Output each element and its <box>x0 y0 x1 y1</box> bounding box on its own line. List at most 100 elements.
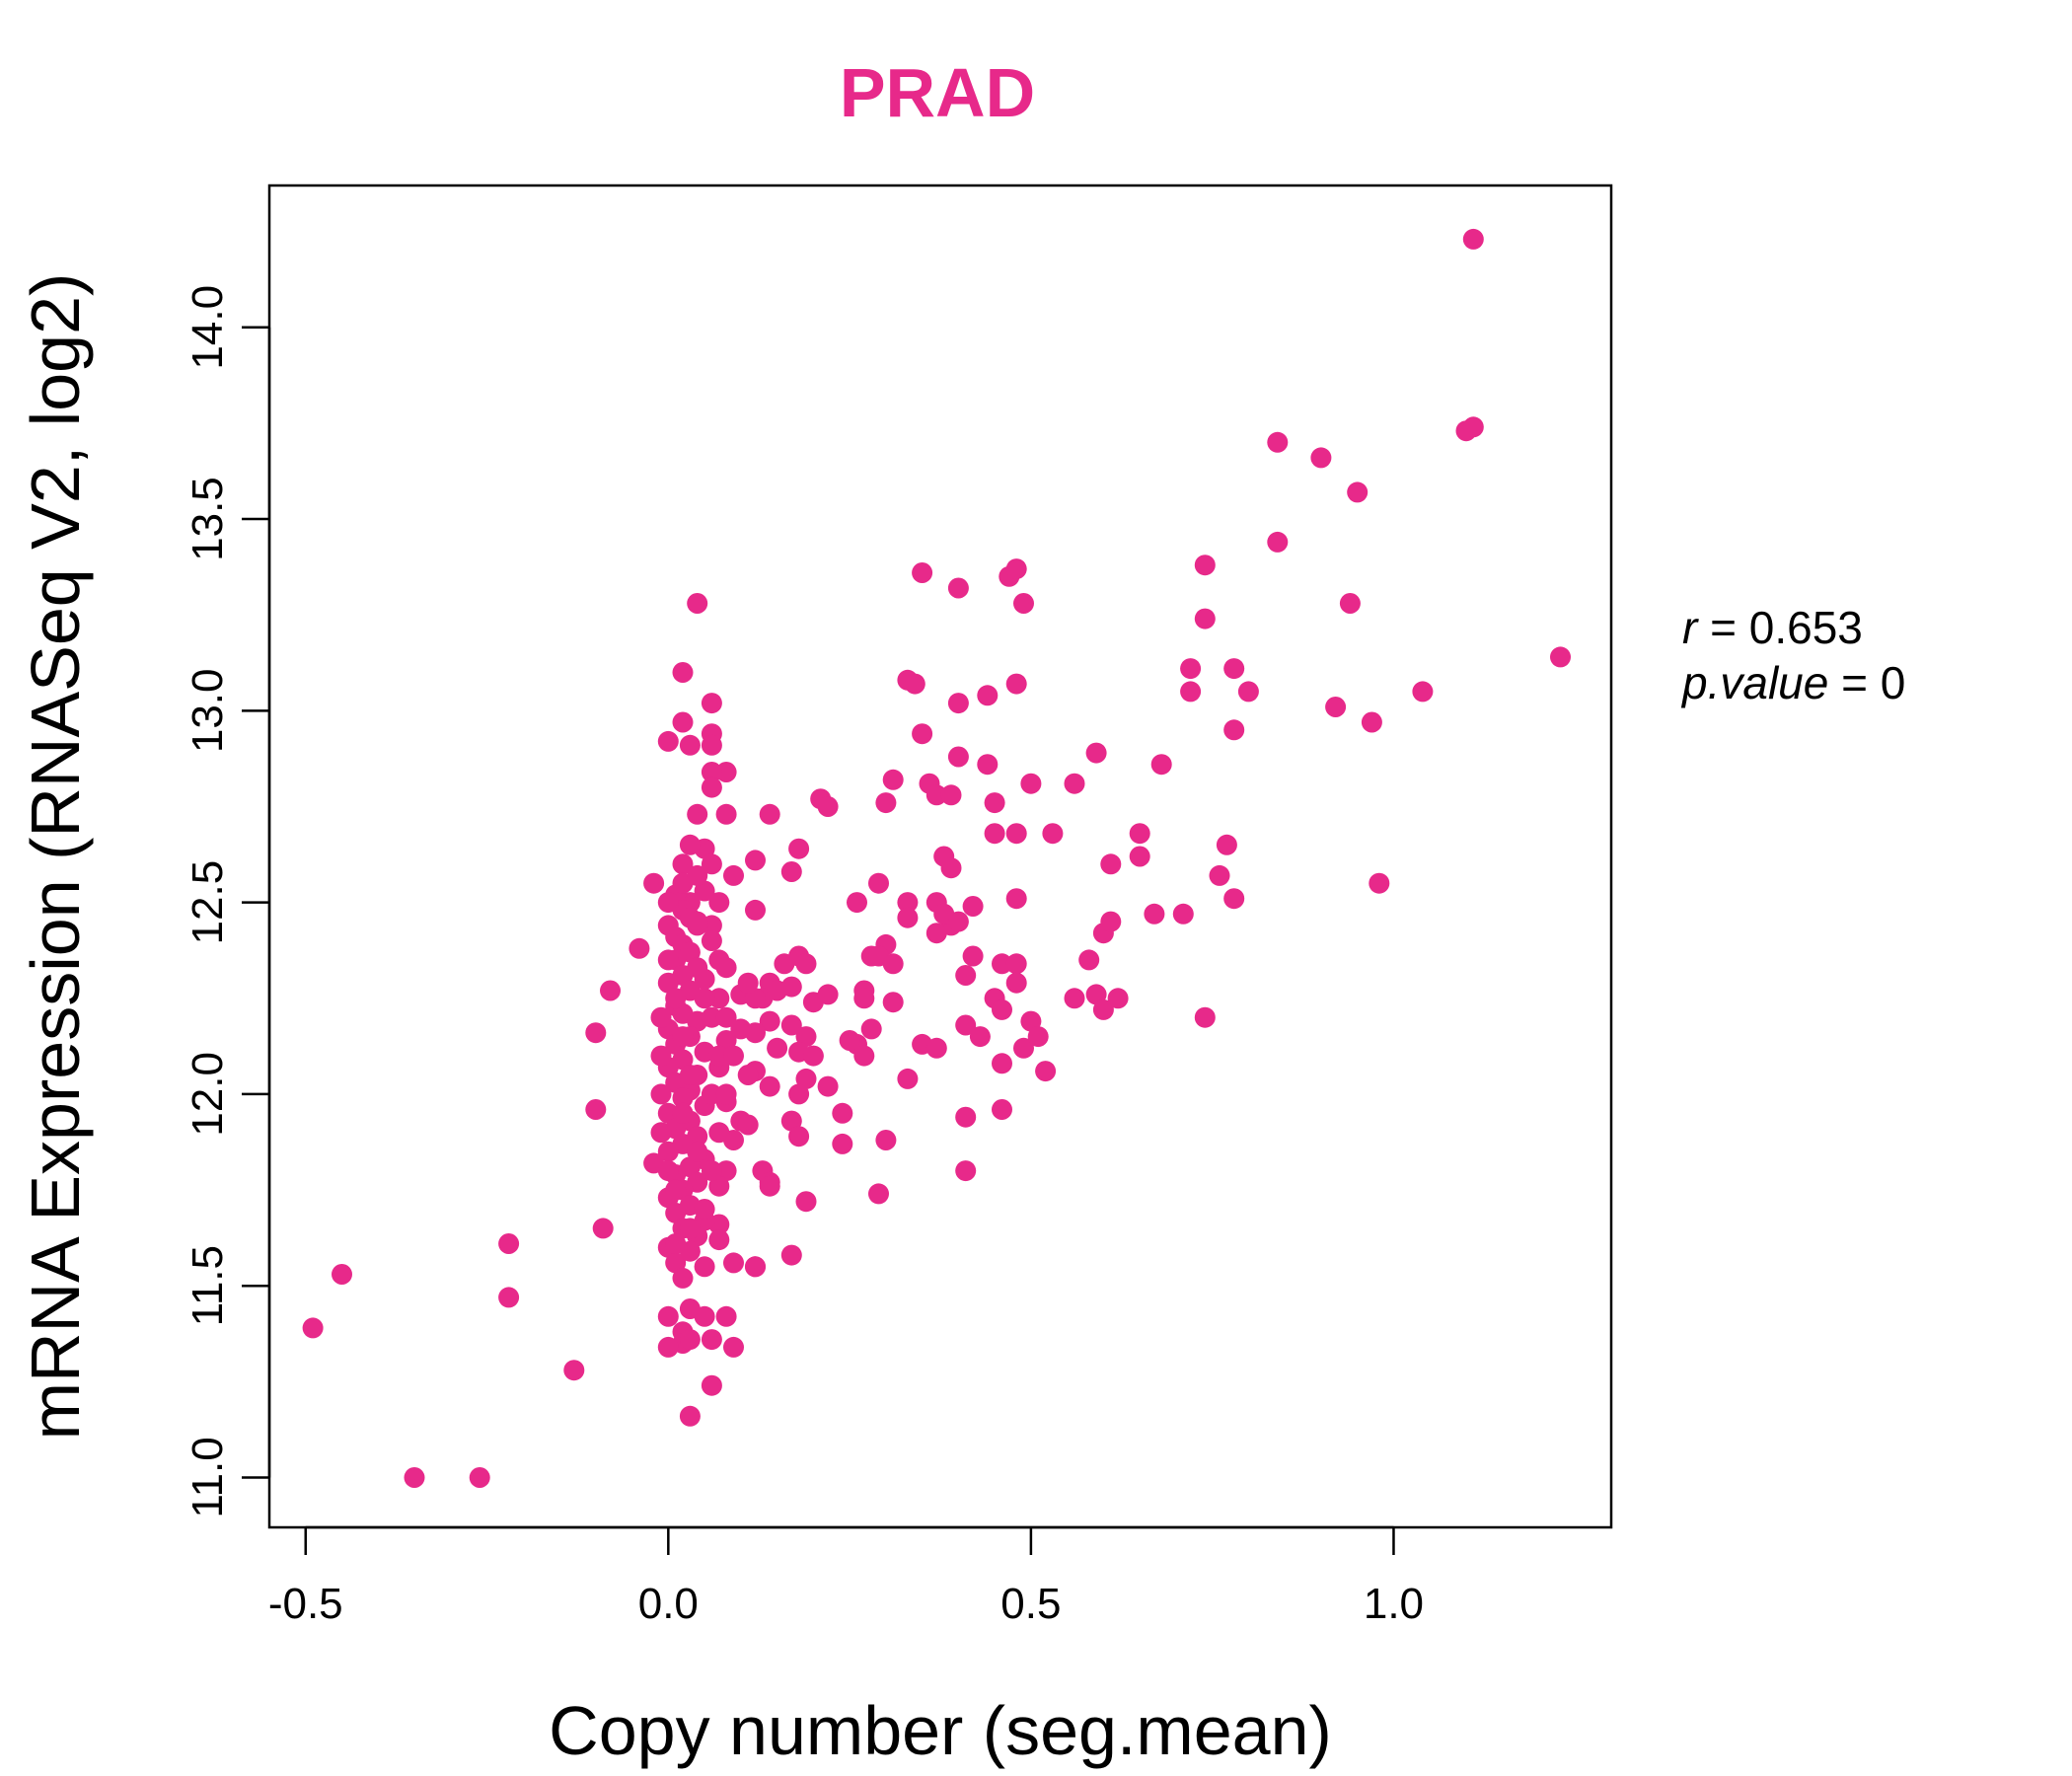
data-point <box>404 1467 425 1488</box>
data-point <box>701 1006 722 1028</box>
r-equals: = <box>1710 602 1749 653</box>
data-point <box>701 1329 722 1351</box>
data-point <box>955 1014 977 1036</box>
data-point <box>882 992 904 1013</box>
data-point <box>723 864 744 886</box>
data-point <box>672 1267 694 1289</box>
data-point <box>657 730 679 752</box>
data-point <box>780 1110 802 1132</box>
data-point <box>694 988 715 1009</box>
data-point <box>992 1053 1012 1074</box>
data-point <box>882 953 904 975</box>
data-point <box>897 892 919 914</box>
data-point <box>1223 719 1245 741</box>
data-point <box>940 784 962 806</box>
data-point <box>817 1075 839 1097</box>
data-point <box>694 1199 715 1220</box>
data-point <box>737 1114 759 1136</box>
data-point <box>1005 823 1027 845</box>
data-point <box>1267 531 1289 553</box>
data-point <box>759 1075 780 1097</box>
data-point <box>715 957 737 979</box>
data-point <box>657 1160 679 1182</box>
data-point <box>657 972 679 994</box>
p-value-annotation: p.value = 0 <box>1680 657 1905 708</box>
data-point <box>817 796 839 817</box>
data-point <box>1194 1006 1216 1028</box>
data-point <box>737 1065 759 1085</box>
data-point <box>1100 911 1122 932</box>
data-point <box>665 1179 687 1201</box>
x-axis-title: Copy number (seg.mean) <box>549 1692 1332 1769</box>
data-point <box>469 1467 490 1488</box>
data-point <box>832 1102 853 1124</box>
data-point <box>687 864 708 886</box>
data-point <box>780 861 802 882</box>
data-point <box>882 769 904 790</box>
data-point <box>1064 773 1085 794</box>
data-point <box>701 693 722 714</box>
data-point <box>694 968 715 990</box>
x-tick-label: 0.0 <box>638 1580 699 1628</box>
data-point <box>1223 888 1245 910</box>
data-point <box>962 896 984 917</box>
data-point <box>912 562 933 583</box>
data-point <box>1369 872 1390 894</box>
data-point <box>1005 888 1027 910</box>
data-point <box>955 965 977 986</box>
data-point <box>1013 593 1034 614</box>
data-point <box>875 792 897 814</box>
data-point <box>759 803 780 825</box>
data-point <box>585 1022 607 1044</box>
data-point <box>715 762 737 782</box>
y-tick-label: 13.5 <box>184 477 232 561</box>
data-point <box>708 892 730 914</box>
y-tick-label: 12.5 <box>184 860 232 945</box>
data-point <box>780 1244 802 1266</box>
x-axis: -0.5 0.0 0.5 1.0 <box>268 1525 1424 1628</box>
data-point <box>715 1160 737 1182</box>
y-tick-label: 11.0 <box>184 1437 232 1517</box>
data-point <box>1100 853 1122 875</box>
data-point <box>1209 864 1230 886</box>
data-point <box>788 1126 810 1147</box>
data-point <box>897 907 919 928</box>
data-point <box>745 1256 766 1278</box>
data-point <box>1035 1061 1057 1082</box>
data-point <box>897 1068 919 1089</box>
r-value: 0.653 <box>1749 602 1863 653</box>
data-point <box>1107 988 1129 1009</box>
data-point <box>847 892 867 914</box>
data-point <box>1216 834 1237 855</box>
data-point <box>679 1065 701 1085</box>
data-point <box>925 784 947 806</box>
p-label: p.value <box>1680 657 1828 708</box>
data-point <box>767 1037 788 1059</box>
data-point <box>1150 754 1172 776</box>
data-point <box>955 1106 977 1128</box>
data-point <box>715 1006 737 1028</box>
data-point <box>984 823 1005 845</box>
data-point <box>817 984 839 1005</box>
data-point <box>1194 608 1216 629</box>
data-point <box>992 953 1012 975</box>
data-point <box>955 1160 977 1182</box>
data-point <box>650 1083 672 1105</box>
data-point <box>672 853 694 875</box>
data-point <box>947 911 969 932</box>
data-point <box>1064 988 1085 1009</box>
data-point <box>904 673 925 695</box>
data-point <box>701 930 722 951</box>
data-point <box>759 1010 780 1032</box>
data-point <box>723 1336 744 1358</box>
data-point <box>672 662 694 683</box>
data-point <box>1347 481 1369 503</box>
data-point <box>868 1183 889 1205</box>
y-tick-label: 14.0 <box>184 285 232 370</box>
data-point <box>1462 228 1484 250</box>
data-point <box>1325 697 1347 717</box>
data-point <box>694 880 715 902</box>
data-point <box>672 1102 694 1124</box>
data-point <box>1005 972 1027 994</box>
data-point <box>1013 1037 1034 1059</box>
